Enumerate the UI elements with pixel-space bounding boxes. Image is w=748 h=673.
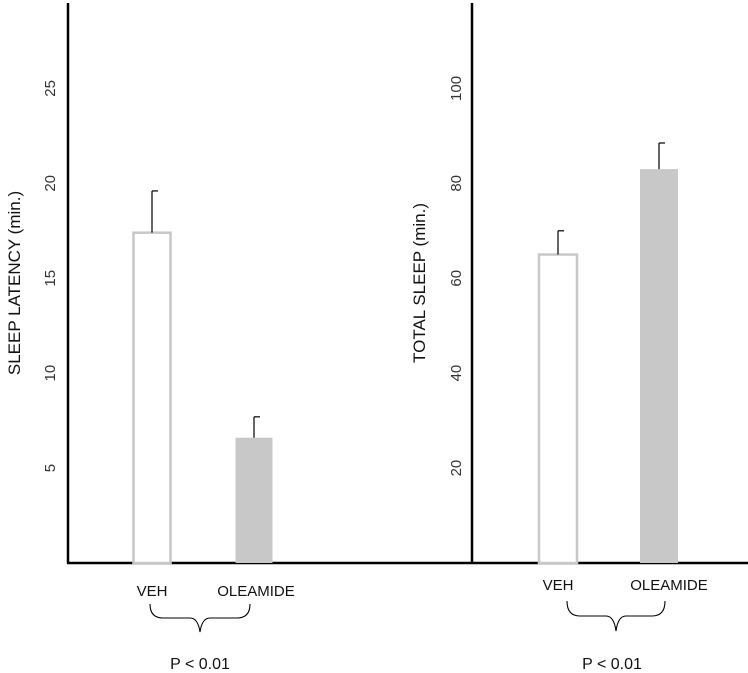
right-category-veh: VEH xyxy=(543,577,574,594)
panel0-y-tick-20: 20 xyxy=(42,175,59,192)
panel0-y-tick-10: 10 xyxy=(42,365,59,382)
right-category-oleamide: OLEAMIDE xyxy=(630,577,708,594)
right-comparison-brace xyxy=(566,600,666,632)
panel0-bar-veh xyxy=(132,231,172,565)
panel1-y-tick-20: 20 xyxy=(448,460,465,477)
panel0-y-tick-5: 5 xyxy=(42,464,59,472)
total-sleep-panel: TOTAL SLEEP (min.) VEH OLEAMIDE P < 0.01… xyxy=(410,3,748,673)
panel1-y-tick-100: 100 xyxy=(448,76,465,101)
panel1-y-tick-60: 60 xyxy=(448,270,465,287)
left-category-veh: VEH xyxy=(137,583,168,600)
panel1-bar-oleamide xyxy=(640,169,678,564)
left-p-value: P < 0.01 xyxy=(170,656,230,673)
right-p-value: P < 0.01 xyxy=(582,656,642,673)
panel1-y-tick-80: 80 xyxy=(448,175,465,192)
sleep-latency-panel: SLEEP LATENCY (min.) VEH OLEAMIDE P < 0.… xyxy=(5,3,410,673)
panel0-y-tick-25: 25 xyxy=(42,80,59,97)
panel1-bar-veh xyxy=(537,253,579,565)
panel1-y-tick-40: 40 xyxy=(448,365,465,382)
left-y-axis-label: SLEEP LATENCY (min.) xyxy=(5,191,24,375)
panel0-y-tick-15: 15 xyxy=(42,270,59,287)
right-y-axis-label: TOTAL SLEEP (min.) xyxy=(410,203,429,363)
left-comparison-brace xyxy=(149,603,251,633)
panel0-bar-oleamide xyxy=(235,437,273,563)
left-category-oleamide: OLEAMIDE xyxy=(217,583,295,600)
